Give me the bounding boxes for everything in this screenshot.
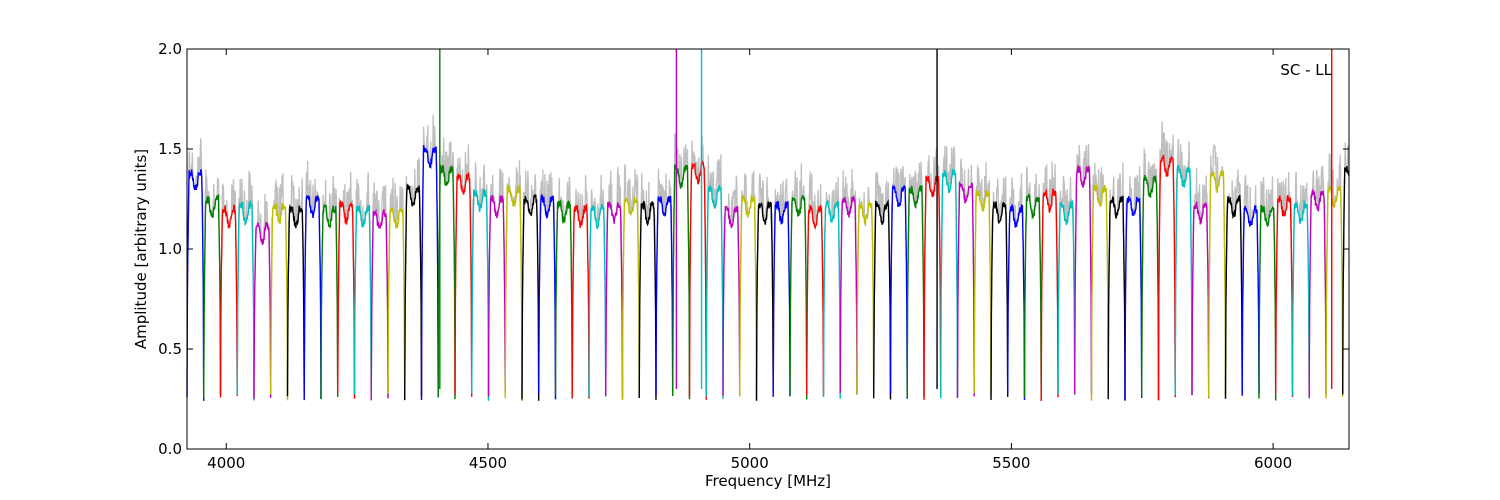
channel-trace <box>1224 195 1243 399</box>
channel-trace <box>487 194 506 397</box>
channel-trace <box>1007 203 1026 400</box>
rfi-spikes <box>439 49 1333 389</box>
channel-trace <box>906 185 925 397</box>
channel-trace <box>638 200 657 400</box>
x-axis-label: Frequency [MHz] <box>705 472 831 490</box>
y-tick-label: 0.0 <box>158 440 182 458</box>
channel-trace <box>990 201 1009 400</box>
channel-trace <box>538 194 557 400</box>
y-tick-label: 2.0 <box>158 40 182 58</box>
channel-trace <box>973 190 992 395</box>
channel-trace <box>420 145 439 401</box>
background-trace <box>940 145 959 399</box>
channel-trace <box>219 204 238 398</box>
channel-trace <box>521 193 540 401</box>
channel-trace <box>688 160 707 400</box>
channel-trace <box>772 200 791 397</box>
channel-trace <box>1174 165 1193 396</box>
channel-trace <box>940 167 959 399</box>
channel-trace <box>1140 174 1160 400</box>
channel-trace <box>1124 196 1143 401</box>
channel-trace <box>370 208 389 401</box>
channel-trace <box>856 201 875 399</box>
channel-trace <box>755 201 774 401</box>
channel-trace <box>1090 184 1109 401</box>
channel-trace <box>1040 187 1059 402</box>
channel-trace <box>236 199 255 401</box>
channel-trace <box>923 175 942 400</box>
channel-trace <box>1191 201 1210 399</box>
channel-trace <box>889 184 908 399</box>
channel-trace <box>454 171 473 397</box>
channel-trace <box>203 193 222 399</box>
channel-trace <box>404 183 423 401</box>
channel-trace <box>1023 192 1042 400</box>
channel-trace <box>655 195 674 395</box>
channel-trace <box>1207 170 1227 398</box>
channel-trace <box>1341 165 1350 395</box>
channel-trace <box>705 184 724 399</box>
channel-trace <box>839 196 858 395</box>
y-tick-label: 1.0 <box>158 240 182 258</box>
channel-trace <box>822 200 841 399</box>
channel-trace <box>303 194 322 401</box>
channel-trace <box>571 202 590 399</box>
channel-trace <box>1157 154 1176 401</box>
channel-trace <box>956 181 975 399</box>
channel-trace <box>1291 200 1310 399</box>
channel-trace <box>621 196 640 401</box>
background-trace <box>621 163 640 401</box>
y-axis: 0.0 0.5 1.0 1.5 2.0 <box>158 40 1349 458</box>
background-trace <box>1275 171 1294 398</box>
channel-trace <box>789 194 808 400</box>
channel-trace <box>186 169 205 401</box>
channel-trace <box>253 222 272 399</box>
channel-trace <box>1107 195 1126 401</box>
channel-trace <box>1241 205 1260 396</box>
chart-annotation: SC - LL <box>1280 61 1332 79</box>
channel-trace <box>320 204 339 400</box>
channel-trace <box>806 203 825 396</box>
channel-trace <box>1325 185 1344 399</box>
channel-trace <box>353 205 372 397</box>
channel-trace <box>588 203 607 397</box>
channel-trace <box>1308 188 1327 398</box>
background-trace <box>353 172 372 397</box>
background-trace <box>655 168 674 395</box>
y-tick-label: 1.5 <box>158 140 182 158</box>
channel-trace <box>437 164 456 400</box>
channel-trace <box>1057 198 1076 395</box>
x-tick-label: 4500 <box>469 454 507 472</box>
channel-trace <box>672 164 691 400</box>
y-axis-label: Amplitude [arbitrary units] <box>132 149 150 349</box>
x-tick-label: 4000 <box>207 454 245 472</box>
channel-trace <box>739 194 758 401</box>
channel-traces <box>186 145 1350 402</box>
channel-trace <box>873 199 892 400</box>
channel-trace <box>286 205 305 398</box>
channel-trace <box>270 202 289 401</box>
channel-trace <box>337 199 356 399</box>
channel-trace <box>1073 165 1093 395</box>
channel-trace <box>387 207 406 399</box>
channel-trace <box>504 184 523 402</box>
channel-trace <box>1274 195 1294 398</box>
y-tick-label: 0.5 <box>158 340 182 358</box>
x-tick-label: 5000 <box>731 454 769 472</box>
channel-trace <box>605 201 624 398</box>
background-trace <box>806 171 825 396</box>
x-axis: 4000 4500 5000 5500 6000 <box>207 49 1292 472</box>
x-tick-label: 5500 <box>992 454 1030 472</box>
channel-trace <box>554 199 573 399</box>
channel-trace <box>471 188 490 401</box>
channel-trace <box>1258 205 1277 401</box>
x-tick-label: 6000 <box>1254 454 1292 472</box>
channel-trace <box>722 205 741 396</box>
